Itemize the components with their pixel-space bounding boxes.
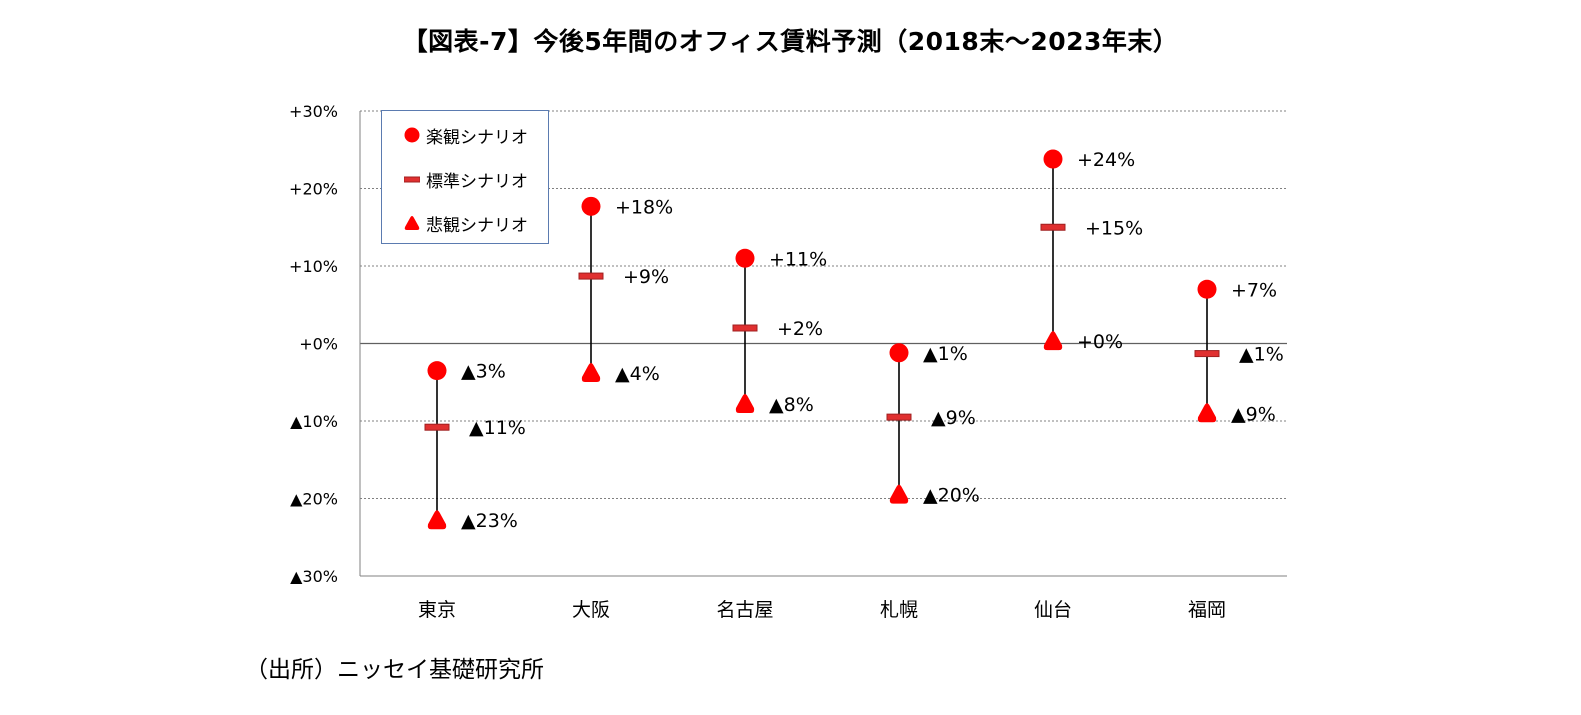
- standard-point: [1040, 223, 1066, 231]
- source-note: （出所）ニッセイ基礎研究所: [245, 657, 544, 683]
- grid-lines: [360, 110, 1287, 499]
- standard-point: [424, 423, 450, 431]
- pessimistic-point: [889, 484, 909, 504]
- standard-data-label: +9%: [623, 266, 669, 288]
- x-tick-label: 福岡: [1188, 599, 1226, 621]
- standard-point: [886, 413, 912, 421]
- chart-legend: 楽観シナリオ 標準シナリオ 悲観シナリオ: [381, 110, 549, 244]
- dash-marker-icon: [404, 176, 420, 183]
- optimistic-data-label: +11%: [769, 248, 827, 270]
- optimistic-data-label: ▲1%: [923, 343, 968, 365]
- y-tick-label: ▲30%: [290, 567, 338, 586]
- pessimistic-point: [581, 362, 601, 382]
- standard-data-label: ▲1%: [1239, 344, 1284, 366]
- y-tick-label: +0%: [299, 335, 338, 354]
- optimistic-data-label: +7%: [1231, 279, 1277, 301]
- pessimistic-point: [1043, 331, 1063, 351]
- x-tick-label: 札幌: [880, 599, 918, 621]
- standard-data-label: +15%: [1085, 217, 1143, 239]
- optimistic-point: [427, 361, 447, 381]
- x-tick-label: 東京: [418, 599, 456, 621]
- pessimistic-point: [1197, 403, 1217, 423]
- y-tick-label: ▲20%: [290, 490, 338, 509]
- pessimistic-point: [427, 510, 447, 530]
- legend-item-standard: 標準シナリオ: [382, 164, 548, 192]
- standard-point: [578, 272, 604, 280]
- x-tick-labels: 東京 大阪 名古屋 札幌 仙台 福岡: [418, 599, 1226, 621]
- data-markers: [424, 149, 1220, 530]
- x-tick-label: 大阪: [572, 599, 610, 621]
- optimistic-point: [735, 248, 755, 268]
- pessimistic-point: [735, 393, 755, 413]
- legend-item-pessimistic: 悲観シナリオ: [382, 208, 548, 236]
- optimistic-point: [1197, 279, 1217, 299]
- y-tick-labels: +30% +20% +10% +0% ▲10% ▲20% ▲30%: [289, 102, 338, 586]
- pessimistic-data-label: +0%: [1077, 331, 1123, 353]
- data-labels: ▲3% +18% +11% ▲1% +24% +7% ▲11% +9% +2% ▲9% +15% ▲1…: [461, 149, 1284, 532]
- legend-label-optimistic: 楽観シナリオ: [426, 128, 528, 148]
- pessimistic-data-label: ▲9%: [1231, 403, 1276, 425]
- standard-point: [732, 324, 758, 332]
- legend-item-optimistic: 楽観シナリオ: [382, 120, 548, 148]
- optimistic-point: [889, 343, 909, 363]
- optimistic-data-label: ▲3%: [461, 361, 506, 383]
- chart-title: 【図表-7】今後5年間のオフィス賃料予測（2018末～2023年末）: [402, 27, 1179, 56]
- triangle-marker-icon: [404, 216, 420, 230]
- x-tick-label: 名古屋: [716, 599, 773, 621]
- standard-data-label: ▲9%: [931, 407, 976, 429]
- pessimistic-data-label: ▲8%: [769, 394, 814, 416]
- circle-marker-icon: [404, 127, 420, 143]
- y-tick-label: ▲10%: [290, 412, 338, 431]
- standard-data-label: +2%: [777, 318, 823, 340]
- optimistic-data-label: +18%: [615, 196, 673, 218]
- optimistic-point: [581, 196, 601, 216]
- pessimistic-data-label: ▲4%: [615, 363, 660, 385]
- optimistic-data-label: +24%: [1077, 149, 1135, 171]
- standard-point: [1194, 350, 1220, 358]
- optimistic-point: [1043, 149, 1063, 169]
- legend-label-pessimistic: 悲観シナリオ: [426, 216, 528, 236]
- pessimistic-data-label: ▲20%: [923, 485, 980, 507]
- y-tick-label: +30%: [289, 102, 338, 121]
- legend-label-standard: 標準シナリオ: [426, 172, 528, 192]
- axes: [359, 111, 1287, 577]
- pessimistic-data-label: ▲23%: [461, 510, 518, 532]
- standard-data-label: ▲11%: [469, 417, 526, 439]
- y-tick-label: +20%: [289, 180, 338, 199]
- x-tick-label: 仙台: [1034, 599, 1072, 621]
- y-tick-label: +10%: [289, 257, 338, 276]
